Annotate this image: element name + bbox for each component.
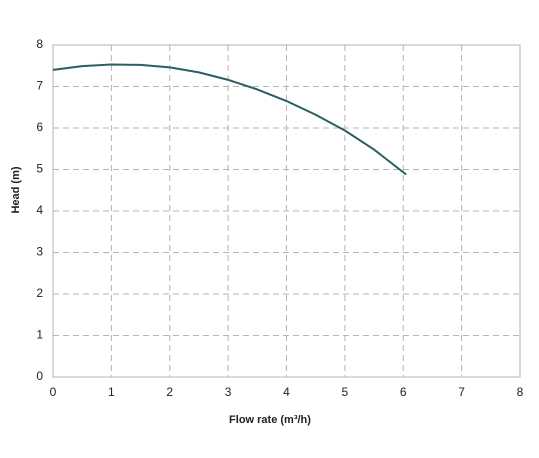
y-tick-label: 8 (36, 37, 43, 51)
x-tick-label: 1 (108, 385, 115, 399)
x-tick-label: 6 (400, 385, 407, 399)
y-tick-label: 3 (36, 245, 43, 259)
y-tick-label: 0 (36, 369, 43, 383)
x-tick-label: 2 (166, 385, 173, 399)
y-axis-title: Head (m) (10, 166, 22, 213)
x-tick-label: 3 (225, 385, 232, 399)
y-tick-label: 7 (36, 79, 43, 93)
curve (52, 63, 407, 176)
y-tick-label: 5 (36, 162, 43, 176)
y-tick-label: 6 (36, 120, 43, 134)
x-tick-label: 8 (517, 385, 524, 399)
x-axis-title: Flow rate (m³/h) (229, 414, 311, 426)
y-tick-label: 4 (36, 203, 43, 217)
y-tick-label: 1 (36, 328, 43, 342)
x-tick-label: 4 (283, 385, 290, 399)
x-tick-label: 0 (50, 385, 57, 399)
x-tick-label: 7 (458, 385, 465, 399)
y-tick-label: 2 (36, 286, 43, 300)
x-tick-label: 5 (342, 385, 349, 399)
